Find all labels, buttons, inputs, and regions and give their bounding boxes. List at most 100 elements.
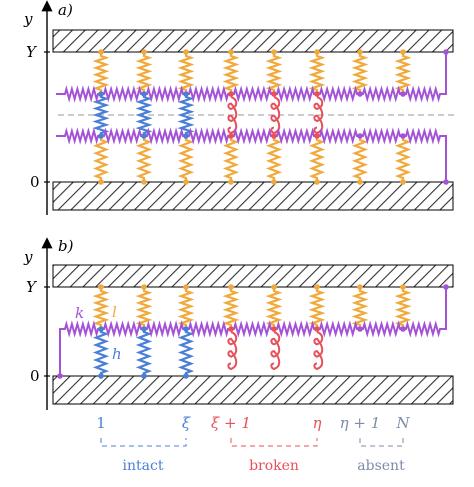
h-spring-broken <box>313 331 324 371</box>
tick-label-0-a: 0 <box>30 173 40 191</box>
l-spring-lower <box>135 136 153 182</box>
l-spring <box>308 287 326 329</box>
index-eta: η <box>313 414 322 432</box>
chain-node <box>400 326 406 332</box>
l-spring-anchor <box>183 284 189 290</box>
l-spring-upper <box>177 52 195 94</box>
bottom-wall-a <box>52 181 454 211</box>
l-spring-anchor <box>228 284 234 290</box>
h-spring-intact <box>135 329 153 376</box>
bracket-intact <box>100 438 187 447</box>
l-spring <box>92 287 110 329</box>
l-spring <box>265 287 283 329</box>
l-spring-upper <box>308 52 326 94</box>
l-spring-anchor <box>141 179 147 185</box>
l-spring-anchor <box>271 284 277 290</box>
l-spring-upper <box>222 52 240 94</box>
h-spring-intact <box>92 94 110 136</box>
chain-k-spring <box>317 320 360 338</box>
lower-chain-k-spring <box>274 127 317 145</box>
chain-node <box>400 133 406 139</box>
chain-end-anchor <box>443 284 449 290</box>
chain-end-wire <box>443 135 447 182</box>
upper-chain-k-spring <box>101 85 144 103</box>
chain-node <box>228 133 234 139</box>
l-spring-anchor <box>314 284 320 290</box>
l-spring-anchor <box>400 49 406 55</box>
tick-label-Y-b: Y <box>26 278 38 296</box>
h-spring-broken <box>270 96 281 135</box>
upper-chain-k-spring <box>317 85 360 103</box>
chain-k-spring <box>274 320 317 338</box>
chain-node <box>183 91 189 97</box>
l-spring-lower <box>177 136 195 182</box>
upper-chain-k-spring <box>144 85 186 103</box>
l-spring-upper <box>92 52 110 94</box>
chain-node <box>314 133 320 139</box>
chain-k-spring <box>360 320 403 338</box>
chain-node <box>98 326 104 332</box>
upper-chain-k-spring <box>186 85 231 103</box>
l-spring-lower <box>308 136 326 182</box>
l-spring-upper <box>351 52 369 94</box>
chain-node <box>400 91 406 97</box>
index-legend: 1 ξ ξ + 1 η η + 1 N intact broken absent <box>96 414 410 474</box>
chain-node <box>357 326 363 332</box>
chain-node <box>141 326 147 332</box>
chain-k-spring <box>186 320 231 338</box>
chain-k-spring <box>62 320 101 338</box>
index-N: N <box>395 414 410 432</box>
l-spring-anchor <box>314 179 320 185</box>
l-spring-anchor <box>271 179 277 185</box>
h-spring-intact <box>177 329 195 376</box>
chain-k-spring <box>231 320 274 338</box>
chain-node <box>314 326 320 332</box>
l-spring-lower <box>351 136 369 182</box>
y-axis-label-a: y <box>23 10 33 28</box>
l-spring-anchor <box>400 179 406 185</box>
chain-node <box>98 133 104 139</box>
l-spring-anchor <box>98 284 104 290</box>
l-spring-lower <box>265 136 283 182</box>
bottom-wall-b <box>52 375 454 405</box>
index-1: 1 <box>96 414 106 432</box>
chain-node <box>183 133 189 139</box>
top-wall-a <box>52 29 454 53</box>
h-spring-broken <box>270 331 281 371</box>
index-xi: ξ <box>182 414 191 432</box>
region-intact: intact <box>123 458 164 474</box>
panel-b: b) y Y 0 k l h <box>23 237 454 410</box>
h-spring-broken <box>227 331 238 371</box>
region-absent: absent <box>357 458 405 474</box>
h-spring-anchor <box>98 373 104 379</box>
chain-end-anchor <box>57 373 63 379</box>
chain-end-anchor <box>443 179 449 185</box>
chain-node <box>228 91 234 97</box>
chain-node <box>141 91 147 97</box>
chain-node <box>141 133 147 139</box>
l-spring <box>394 287 412 329</box>
upper-chain-k-spring <box>62 85 101 103</box>
chain-node <box>357 91 363 97</box>
l-spring-anchor <box>357 179 363 185</box>
tick-label-Y-a: Y <box>26 43 38 61</box>
h-spring-intact <box>177 94 195 136</box>
upper-chain-k-spring <box>274 85 317 103</box>
h-spring-anchor <box>141 373 147 379</box>
lower-chain-k-spring <box>317 127 360 145</box>
top-wall-b <box>52 264 454 288</box>
upper-chain-k-spring <box>403 85 443 103</box>
panel-a-label: a) <box>58 1 73 19</box>
l-spring-upper <box>135 52 153 94</box>
h-spring-anchor <box>183 373 189 379</box>
l-spring-upper <box>394 52 412 94</box>
lower-chain-k-spring <box>101 127 144 145</box>
l-spring <box>222 287 240 329</box>
lower-chain-k-spring <box>62 127 101 145</box>
chain-node <box>357 133 363 139</box>
panel-b-label: b) <box>58 237 74 255</box>
chain-end-wire-left <box>59 328 64 376</box>
lower-chain-k-spring <box>403 127 443 145</box>
l-spring-anchor <box>228 49 234 55</box>
l-spring-anchor <box>141 284 147 290</box>
